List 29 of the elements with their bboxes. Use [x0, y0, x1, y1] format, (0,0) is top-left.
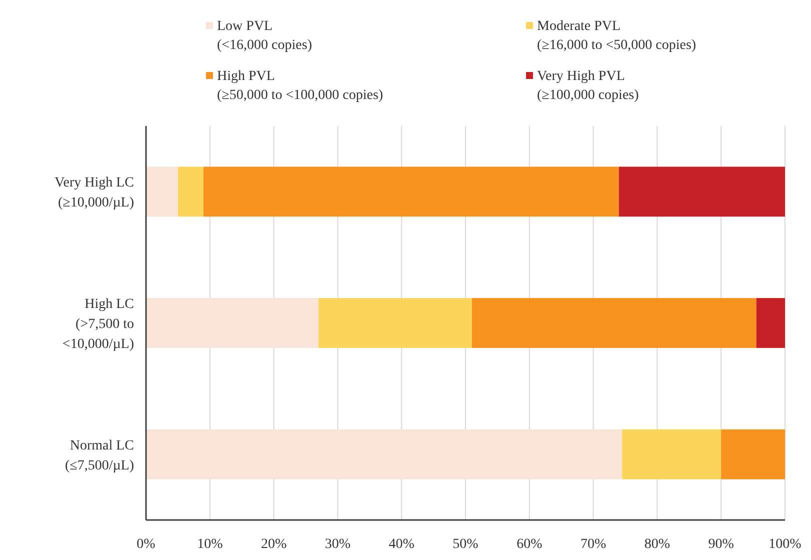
y-tick-label: Normal LC (≤7,500/µL): [64, 438, 134, 474]
legend-label: Very High PVL (≥100,000 copies): [537, 69, 640, 103]
x-tick-label: 70%: [580, 537, 606, 552]
y-tick-label: High LC (>7,500 to <10,000/µL): [62, 297, 134, 352]
bar: [721, 429, 785, 480]
bar: [618, 166, 785, 217]
bar: [146, 298, 319, 348]
x-tick-label: 0%: [136, 537, 156, 552]
y-tick-label: Very High LC (≥10,000/µL): [54, 176, 134, 211]
x-tick-label: 30%: [324, 537, 351, 552]
bar: [756, 298, 785, 348]
bar: [622, 429, 722, 480]
x-tick-label: 90%: [708, 537, 734, 552]
x-tick-label: 100%: [768, 537, 802, 552]
bar: [146, 429, 622, 480]
bar: [146, 166, 178, 217]
x-tick-label: 40%: [388, 537, 415, 552]
legend-label: High PVL (≥50,000 to <100,000 copies): [217, 69, 384, 103]
x-tick-label: 10%: [197, 537, 224, 552]
bar: [472, 298, 756, 348]
bar: [178, 166, 204, 217]
x-tick-label: 20%: [260, 537, 287, 552]
legend-label: Moderate PVL (≥16,000 to <50,000 copies): [537, 19, 696, 53]
bar: [204, 166, 619, 217]
x-tick-label: 60%: [516, 537, 543, 552]
x-tick-label: 80%: [644, 537, 670, 552]
x-tick-label: 50%: [452, 537, 479, 552]
legend-label: Low PVL (<16,000 copies): [217, 19, 312, 53]
bar: [318, 298, 472, 348]
